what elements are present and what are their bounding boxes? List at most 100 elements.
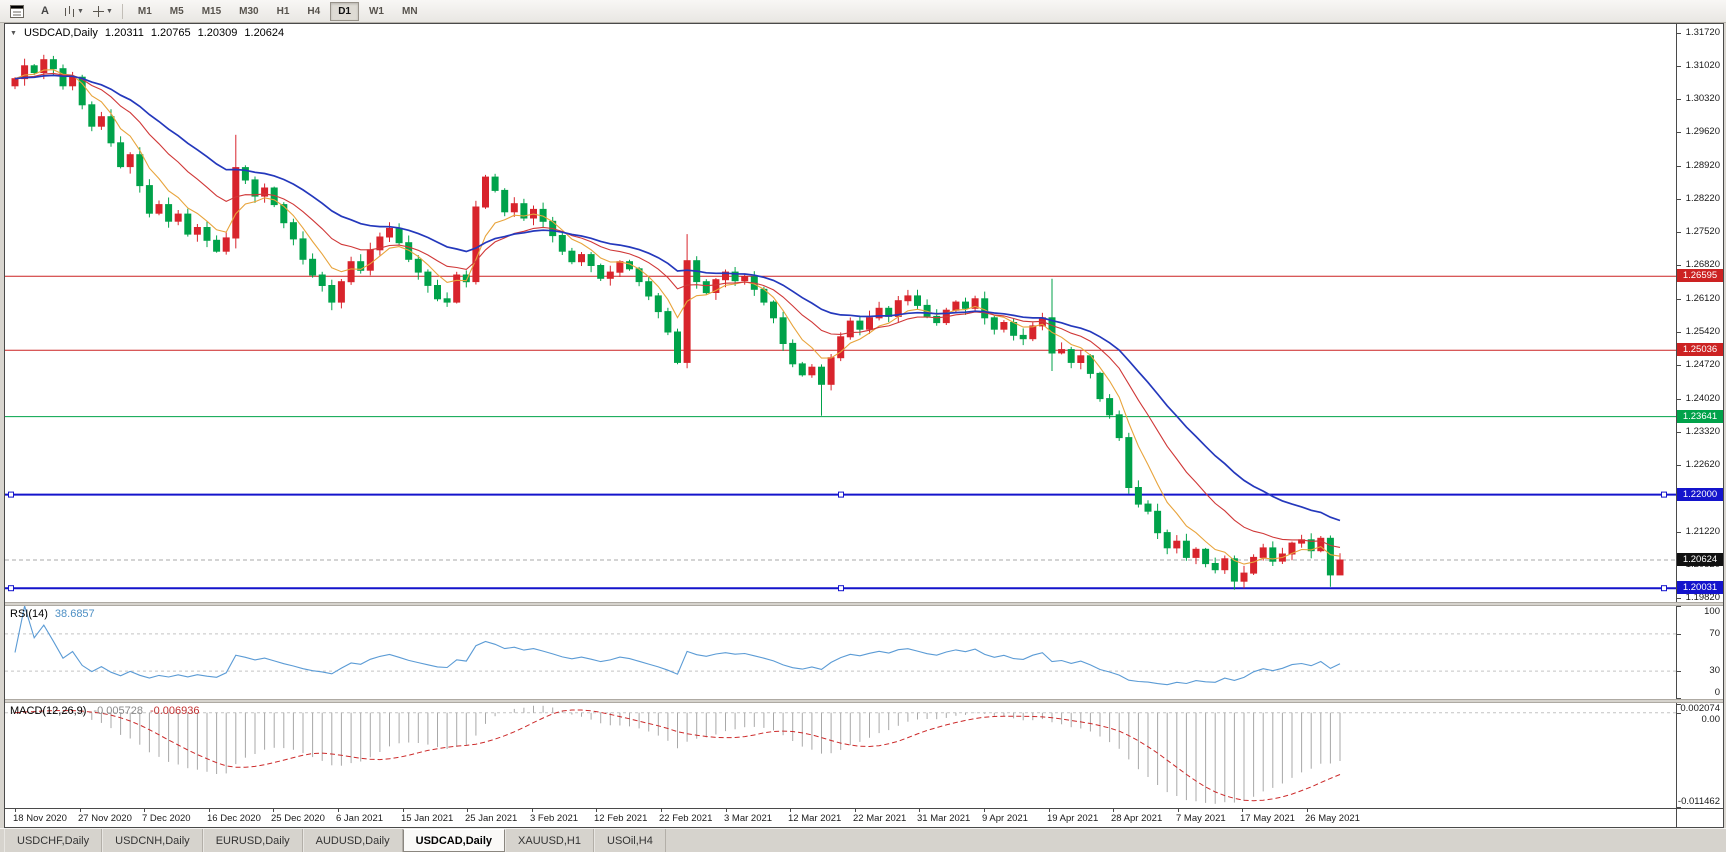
- timeframe-button-m5[interactable]: M5: [169, 5, 184, 17]
- level-handle[interactable]: [8, 585, 14, 592]
- macd-plot[interactable]: MACD(12,26,9) -0.005728 -0.006936: [5, 703, 1676, 809]
- level-handle[interactable]: [8, 491, 14, 498]
- candle-body: [395, 227, 403, 244]
- date-tick-mark: [467, 809, 468, 813]
- chevron-down-icon: ▼: [105, 7, 113, 15]
- candle-body: [1259, 547, 1267, 558]
- top-toolbar: A ▼ ▼ M1 M5 M15 M30 H1 H4 D1 W1 MN: [0, 0, 1726, 23]
- timeframe-button-mn[interactable]: MN: [401, 5, 418, 17]
- candle-body: [510, 203, 518, 213]
- chart-tab-xauusd-h1[interactable]: XAUUSD,H1: [505, 829, 594, 852]
- collapse-ohlc-button[interactable]: ▼: [10, 29, 17, 37]
- panel-splitter[interactable]: [5, 699, 1723, 704]
- chart-window: ▼ USDCAD,Daily 1.20311 1.20765 1.20309 1…: [4, 23, 1724, 828]
- price-tick-label: 1.31720: [1685, 27, 1720, 38]
- cursor-tool-button[interactable]: ▼: [89, 1, 116, 21]
- crosshair-icon: [92, 5, 105, 18]
- timeframe-button-h4[interactable]: H4: [307, 5, 321, 17]
- level-handle[interactable]: [838, 491, 844, 498]
- letter-a-button[interactable]: A: [41, 5, 49, 17]
- candle-body: [962, 301, 969, 309]
- date-tick-label: 3 Feb 2021: [530, 813, 579, 825]
- candle-body: [846, 320, 854, 338]
- price-tick-label: 1.31020: [1685, 60, 1720, 71]
- candle-body: [501, 189, 509, 213]
- price-tick-label: 1.29620: [1685, 126, 1720, 137]
- price-chart-canvas[interactable]: [5, 24, 1676, 602]
- candle-body: [405, 242, 413, 260]
- timeframe-button-h1[interactable]: H1: [276, 5, 290, 17]
- time-axis[interactable]: 18 Nov 2020 27 Nov 2020 7 Dec 2020 16 Dec 2…: [5, 809, 1676, 828]
- price-axis[interactable]: 1.31720 1.31020 1.30320 1.29620 1.28920 1.282…: [1676, 24, 1723, 603]
- rsi-value: 38.6857: [54, 608, 95, 621]
- rsi-tick-label: 70: [1709, 628, 1720, 640]
- timeframe-button-w1[interactable]: W1: [368, 5, 384, 17]
- price-tick-label: 1.28220: [1685, 193, 1720, 204]
- rsi-tick-mark: [1677, 671, 1681, 673]
- candle-body: [1144, 503, 1152, 512]
- open-value: 1.20311: [104, 27, 144, 39]
- candle-body: [222, 237, 230, 252]
- chart-tabs-bar: USDCHF,Daily USDCNH,Daily EURUSD,Daily AUDU…: [0, 828, 1726, 852]
- price-tick-mark: [1677, 232, 1681, 233]
- candle-body: [40, 59, 48, 74]
- timeframe-button-d1[interactable]: D1: [330, 1, 359, 21]
- candle-body: [386, 227, 393, 238]
- panel-splitter[interactable]: [5, 602, 1723, 607]
- candle-body: [213, 239, 221, 252]
- candle-body: [866, 317, 873, 330]
- candle-body: [558, 235, 566, 252]
- symbol-period-label: USDCAD,Daily: [23, 27, 98, 39]
- date-tick-label: 27 Nov 2020: [78, 813, 132, 825]
- chart-tab-usdcad-daily[interactable]: USDCAD,Daily: [402, 829, 506, 852]
- price-tick-mark: [1677, 332, 1681, 333]
- date-tick-mark: [273, 809, 274, 813]
- chart-tab-usdchf-daily[interactable]: USDCHF,Daily: [4, 829, 103, 852]
- rsi-canvas[interactable]: [5, 606, 1676, 699]
- rsi-plot[interactable]: RSI(14) 38.6857: [5, 606, 1676, 700]
- price-tick-mark: [1677, 132, 1681, 133]
- level-handle[interactable]: [838, 585, 844, 592]
- candle-body: [1288, 542, 1296, 555]
- candle-body: [328, 285, 336, 303]
- timeframe-button-m30[interactable]: M30: [239, 5, 259, 17]
- timeframe-button-m1[interactable]: M1: [137, 5, 152, 17]
- chart-tab-audusd-daily[interactable]: AUDUSD,Daily: [302, 829, 403, 852]
- macd-tick-label: -0.011462: [1677, 796, 1720, 808]
- moving-average-25-line: [14, 74, 1341, 522]
- timeframe-button-m15[interactable]: M15: [201, 5, 222, 17]
- macd-canvas[interactable]: [5, 703, 1676, 808]
- candle-body: [59, 68, 67, 87]
- chart-tab-usdcnh-daily[interactable]: USDCNH,Daily: [102, 829, 203, 852]
- price-tick-label: 1.24020: [1685, 393, 1720, 404]
- price-tick-mark: [1677, 399, 1681, 400]
- level-handle[interactable]: [1661, 585, 1667, 592]
- date-tick-mark: [661, 809, 662, 813]
- level-handle[interactable]: [1661, 491, 1667, 498]
- candle-body: [1202, 548, 1210, 565]
- date-tick-label: 3 Mar 2021: [724, 813, 773, 825]
- candle-body: [779, 317, 787, 344]
- candle-body: [904, 295, 912, 302]
- macd-tick-mark: [1677, 713, 1681, 715]
- bar-chart-icon: [63, 5, 76, 18]
- chart-tab-eurusd-daily[interactable]: EURUSD,Daily: [202, 829, 303, 852]
- date-tick-mark: [919, 809, 920, 813]
- date-tick-label: 9 Apr 2021: [982, 813, 1028, 825]
- macd-tick-label: 0.002074: [1680, 703, 1720, 715]
- date-tick-mark: [80, 809, 81, 813]
- candle-body: [702, 281, 710, 294]
- chart-tab-usoil-h4[interactable]: USOil,H4: [594, 829, 666, 852]
- chart-window-button[interactable]: [4, 1, 30, 21]
- price-plot[interactable]: ▼ USDCAD,Daily 1.20311 1.20765 1.20309 1…: [5, 24, 1676, 603]
- candle-body: [914, 295, 921, 306]
- candle-body: [770, 301, 777, 319]
- price-tick-mark: [1677, 598, 1681, 599]
- candle-body: [597, 265, 605, 279]
- price-tick-label: 1.27520: [1685, 226, 1720, 237]
- candle-body: [568, 250, 576, 263]
- rsi-tick-mark: [1677, 634, 1681, 636]
- candle-body: [357, 261, 365, 271]
- chart-type-button[interactable]: ▼: [60, 1, 87, 21]
- rsi-panel: RSI(14) 38.6857 100 70 30 0: [5, 606, 1723, 700]
